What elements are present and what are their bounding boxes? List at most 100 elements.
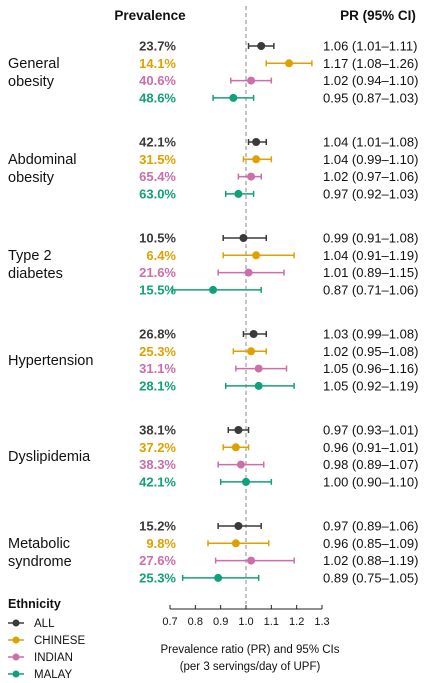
prevalence-value: 42.1% [139,474,176,489]
x-tick-label: 1.1 [264,616,279,628]
pr-ci-label: 0.99 (0.91–1.08) [323,231,418,246]
point-estimate [254,364,263,373]
prevalence-value: 25.3% [139,570,176,585]
pr-ci-label: 1.04 (0.91–1.19) [323,248,418,263]
outcome-label: Hypertension [8,353,93,369]
outcome-label: Type 2 diabetes [8,248,63,282]
pr-ci-label: 1.00 (0.90–1.10) [323,474,418,489]
point-estimate [257,42,266,50]
group-type-2-diabetes: Type 2 diabetes 10.5% 0.99 (0.91–1.08) 6.4% 1… [8,231,418,298]
point-estimate [252,138,261,146]
point-estimate [234,189,243,198]
legend-entry: MALAY [34,669,72,681]
row-hypertension-malay: 28.1% 1.05 (0.92–1.19) [139,378,418,393]
row-dyslipidemia-chinese: 37.2% 0.96 (0.91–1.01) [139,440,418,455]
row-abdominal-obesity-malay: 63.0% 0.97 (0.92–1.03) [139,186,418,201]
legend-entry: CHINESE [34,635,85,647]
pr-ci-label: 1.05 (0.96–1.16) [323,361,418,376]
row-metabolic-syndrome-all: 15.2% 0.97 (0.89–1.06) [139,519,418,534]
row-hypertension-indian: 31.1% 1.05 (0.96–1.16) [139,361,418,376]
row-general-obesity-chinese: 14.1% 1.17 (1.08–1.26) [139,56,418,71]
row-type-2-diabetes-all: 10.5% 0.99 (0.91–1.08) [139,231,418,246]
outcome-label-line: syndrome [8,554,72,570]
point-estimate [252,155,261,164]
pr-ci-label: 1.06 (1.01–1.11) [323,39,417,54]
row-hypertension-all: 26.8% 1.03 (0.99–1.08) [139,327,418,342]
row-general-obesity-all: 23.7% 1.06 (1.01–1.11) [139,39,417,54]
row-metabolic-syndrome-indian: 27.6% 1.02 (0.88–1.19) [139,553,418,568]
group-metabolic-syndrome: Metabolic syndrome 15.2% 0.97 (0.89–1.06) 9.… [8,519,418,586]
row-dyslipidemia-malay: 42.1% 1.00 (0.90–1.10) [139,474,418,489]
prevalence-value: 38.1% [139,423,176,438]
point-estimate [254,381,263,390]
group-hypertension: Hypertension 26.8% 1.03 (0.99–1.08) 25.3% 1.… [8,327,418,394]
row-general-obesity-malay: 48.6% 0.95 (0.87–1.03) [139,90,418,105]
pr-ci-label: 1.02 (0.94–1.10) [323,73,418,88]
row-hypertension-chinese: 25.3% 1.02 (0.95–1.08) [139,344,418,359]
group-abdominal-obesity: Abdominal obesity 42.1% 1.04 (1.01–1.08) 31.… [8,135,418,202]
point-estimate [249,330,258,338]
x-tick-label: 1.3 [314,616,329,628]
prevalence-header: Prevalence [114,8,186,23]
row-type-2-diabetes-chinese: 6.4% 1.04 (0.91–1.19) [146,248,418,263]
prevalence-value: 42.1% [139,135,176,150]
pr-ci-label: 0.98 (0.89–1.07) [323,457,418,472]
point-estimate [234,522,243,530]
pr-ci-label: 0.97 (0.92–1.03) [323,186,418,201]
pr-ci-label: 0.95 (0.87–1.03) [323,90,418,105]
prevalence-value: 31.1% [139,361,176,376]
group-general-obesity: General obesity 23.7% 1.06 (1.01–1.11) 14.1%… [8,39,418,106]
point-estimate [285,59,294,68]
prevalence-value: 65.4% [139,169,176,184]
point-estimate [247,76,256,85]
pr-ci-label: 0.87 (0.71–1.06) [323,282,418,297]
prevalence-value: 37.2% [139,440,176,455]
outcome-label: Dyslipidemia [8,449,91,465]
x-axis: 0.7 0.8 0.9 1.0 1.1 1.2 1.3 Prevalence ratio (P… [161,605,340,673]
legend-swatch-dot [12,636,20,644]
legend: Ethnicity ALL CHINESE INDIAN MALAY [8,597,85,681]
prevalence-value: 40.6% [139,73,176,88]
prevalence-value: 38.3% [139,457,176,472]
legend-title: Ethnicity [8,597,61,611]
prevalence-value: 25.3% [139,344,176,359]
x-tick-label: 1.2 [289,616,304,628]
point-estimate [242,477,250,486]
point-estimate [244,268,253,277]
pr-ci-label: 1.05 (0.92–1.19) [323,378,418,393]
pr-header: PR (95% CI) [340,8,416,23]
row-abdominal-obesity-chinese: 31.5% 1.04 (0.99–1.10) [139,152,418,167]
row-dyslipidemia-indian: 38.3% 0.98 (0.89–1.07) [139,457,418,472]
pr-ci-label: 1.02 (0.95–1.08) [323,344,418,359]
row-metabolic-syndrome-chinese: 9.8% 0.96 (0.85–1.09) [146,536,418,551]
point-estimate [234,426,243,434]
row-general-obesity-indian: 40.6% 1.02 (0.94–1.10) [139,73,418,88]
pr-ci-label: 0.96 (0.85–1.09) [323,536,418,551]
x-tick-label: 0.7 [162,616,177,628]
point-estimate [209,285,218,294]
outcome-label: General obesity [8,56,60,90]
row-abdominal-obesity-indian: 65.4% 1.02 (0.97–1.06) [139,169,418,184]
legend-swatch-dot [12,670,20,678]
prevalence-value: 63.0% [139,186,176,201]
pr-ci-label: 1.17 (1.08–1.26) [323,56,418,71]
outcome-label-line: diabetes [8,266,63,282]
row-dyslipidemia-all: 38.1% 0.97 (0.93–1.01) [139,423,418,438]
prevalence-value: 28.1% [139,378,176,393]
pr-ci-label: 1.02 (0.88–1.19) [323,553,418,568]
pr-ci-label: 0.96 (0.91–1.01) [323,440,418,455]
legend-entry: INDIAN [34,652,73,664]
point-estimate [239,234,248,242]
prevalence-value: 10.5% [139,231,176,246]
row-abdominal-obesity-all: 42.1% 1.04 (1.01–1.08) [139,135,418,150]
outcome-label-line: Metabolic [8,536,70,552]
point-estimate [252,251,261,260]
point-estimate [247,347,256,356]
prevalence-value: 31.5% [139,152,176,167]
row-metabolic-syndrome-malay: 25.3% 0.89 (0.75–1.05) [139,570,418,585]
outcome-label-line: Abdominal [8,152,77,168]
pr-ci-label: 1.03 (0.99–1.08) [323,327,418,342]
pr-ci-label: 1.02 (0.97–1.06) [323,169,418,184]
prevalence-value: 15.2% [139,519,176,534]
